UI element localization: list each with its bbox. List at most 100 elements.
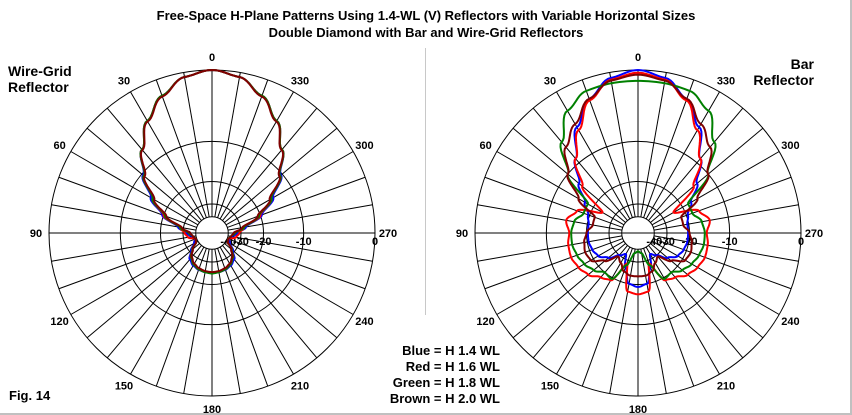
spoke-10 bbox=[183, 72, 210, 218]
spoke-210 bbox=[219, 246, 294, 375]
spoke-70 bbox=[58, 176, 197, 228]
angle-label-330: 330 bbox=[717, 76, 735, 88]
polar-plot-1: 0 30 60 90 120 150 180 210 240 270 300 330 -40-30 -20… bbox=[456, 52, 823, 415]
angle-label-180: 180 bbox=[629, 404, 647, 415]
angle-label-0: 0 bbox=[209, 52, 215, 64]
legend-green: Green = H 1.8 WL bbox=[392, 375, 500, 390]
right-panel-label-1: Bar bbox=[790, 56, 814, 72]
spoke-350 bbox=[214, 72, 241, 218]
spoke-70 bbox=[484, 176, 623, 228]
frame-bottom bbox=[0, 413, 852, 415]
radial-label-30: -30 bbox=[233, 236, 249, 248]
spoke-320 bbox=[222, 107, 318, 221]
legend-red: Red = H 1.6 WL bbox=[405, 359, 500, 374]
spoke-40 bbox=[106, 107, 202, 221]
angle-label-30: 30 bbox=[118, 76, 130, 88]
spoke-340 bbox=[217, 79, 269, 218]
spoke-280 bbox=[653, 204, 799, 231]
spoke-150 bbox=[130, 246, 205, 375]
angle-label-210: 210 bbox=[291, 380, 309, 392]
frame-right bbox=[850, 0, 852, 415]
angle-label-270: 270 bbox=[805, 228, 823, 240]
legend-blue: Blue = H 1.4 WL bbox=[402, 343, 500, 358]
spoke-160 bbox=[155, 248, 207, 387]
chart-subtitle: Double Diamond with Bar and Wire-Grid Re… bbox=[268, 25, 584, 40]
spoke-250 bbox=[653, 238, 792, 290]
spoke-200 bbox=[217, 248, 269, 387]
radial-label-0: 0 bbox=[372, 236, 378, 248]
spoke-30 bbox=[556, 91, 631, 220]
spoke-20 bbox=[581, 79, 633, 218]
spoke-10 bbox=[609, 72, 636, 218]
spoke-320 bbox=[648, 107, 744, 221]
angle-label-330: 330 bbox=[291, 76, 309, 88]
left-panel-label-1: Wire-Grid bbox=[8, 63, 72, 79]
angle-label-210: 210 bbox=[717, 380, 735, 392]
spoke-220 bbox=[648, 245, 744, 359]
right-panel-label-2: Reflector bbox=[753, 72, 814, 88]
ring-40db bbox=[621, 216, 655, 250]
figure-label: Fig. 14 bbox=[9, 388, 51, 403]
angle-label-90: 90 bbox=[30, 228, 42, 240]
spoke-60 bbox=[70, 151, 199, 226]
angle-label-240: 240 bbox=[355, 316, 373, 328]
spoke-290 bbox=[227, 176, 366, 228]
series-brown-trace bbox=[563, 73, 713, 278]
angle-label-300: 300 bbox=[781, 140, 799, 152]
ring-10db bbox=[119, 140, 305, 326]
ring-30db bbox=[608, 203, 668, 263]
angle-label-120: 120 bbox=[476, 316, 494, 328]
angle-label-60: 60 bbox=[479, 140, 491, 152]
spoke-350 bbox=[640, 72, 667, 218]
radial-label-0: 0 bbox=[798, 236, 804, 248]
angle-label-90: 90 bbox=[456, 228, 468, 240]
spoke-340 bbox=[643, 79, 695, 218]
angle-label-0: 0 bbox=[635, 52, 641, 64]
series-brown-trace bbox=[139, 69, 285, 274]
legend-brown: Brown = H 2.0 WL bbox=[389, 391, 500, 406]
ring-10db bbox=[545, 140, 731, 326]
spoke-230 bbox=[650, 243, 764, 339]
spoke-120 bbox=[496, 240, 625, 315]
spoke-120 bbox=[70, 240, 199, 315]
panel-divider bbox=[425, 48, 426, 315]
left-panel-label-2: Reflector bbox=[8, 79, 69, 95]
angle-label-30: 30 bbox=[544, 76, 556, 88]
spoke-240 bbox=[651, 240, 780, 315]
angle-label-240: 240 bbox=[781, 316, 799, 328]
radial-label-10: -10 bbox=[296, 236, 312, 248]
radial-label-20: -20 bbox=[256, 236, 272, 248]
spoke-190 bbox=[640, 248, 667, 394]
spoke-220 bbox=[222, 245, 318, 359]
spoke-30 bbox=[130, 91, 205, 220]
spoke-50 bbox=[512, 127, 626, 223]
ring-20db bbox=[159, 180, 265, 286]
spoke-80 bbox=[477, 204, 623, 231]
ring-40db bbox=[195, 216, 229, 250]
spoke-80 bbox=[51, 204, 197, 231]
spoke-170 bbox=[609, 248, 636, 394]
series-blue-trace bbox=[573, 69, 703, 288]
spoke-330 bbox=[645, 91, 720, 220]
spoke-130 bbox=[512, 243, 626, 339]
spoke-140 bbox=[532, 245, 628, 359]
angle-label-300: 300 bbox=[355, 140, 373, 152]
radial-label-40: -40 bbox=[646, 236, 662, 248]
radial-label-30: -30 bbox=[659, 236, 675, 248]
spoke-130 bbox=[86, 243, 200, 339]
spoke-330 bbox=[219, 91, 294, 220]
chart-title: Free-Space H-Plane Patterns Using 1.4-WL… bbox=[156, 8, 696, 23]
series-red-trace bbox=[565, 71, 711, 296]
spoke-150 bbox=[556, 246, 631, 375]
spoke-40 bbox=[532, 107, 628, 221]
spoke-110 bbox=[58, 238, 197, 290]
spoke-280 bbox=[227, 204, 373, 231]
spoke-290 bbox=[653, 176, 792, 228]
radial-label-20: -20 bbox=[682, 236, 698, 248]
spoke-260 bbox=[653, 235, 799, 262]
legend: Blue = H 1.4 WL Red = H 1.6 WL Green = H… bbox=[352, 343, 500, 407]
series-green-trace bbox=[559, 79, 717, 280]
spoke-310 bbox=[650, 127, 764, 223]
spoke-250 bbox=[227, 238, 366, 290]
